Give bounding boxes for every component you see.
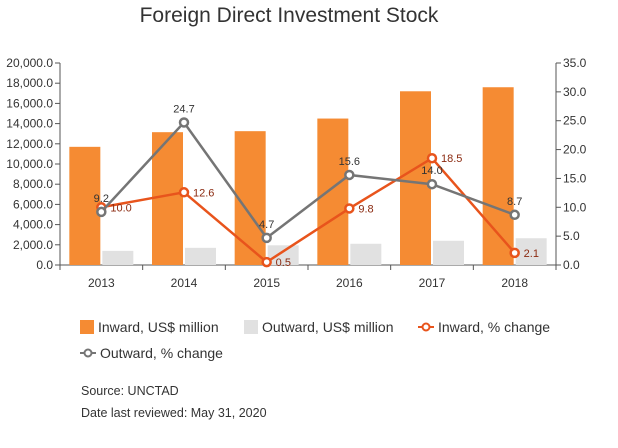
outward-change-data-label: 8.7 [507,196,522,208]
inward-change-data-label: 0.5 [276,257,291,269]
outward-bar [185,247,216,265]
x-tick-label: 2016 [336,276,363,290]
legend-inward-change-label: Inward, % change [438,319,550,335]
right-tick-label: 5.0 [563,229,580,243]
x-tick-label: 2018 [501,276,528,290]
left-tick-label: 18,000.0 [6,76,53,90]
inward-bar [234,131,266,265]
outward-change-line [100,120,516,240]
outward-bar [515,238,547,265]
left-tick-label: 4,000.0 [13,218,53,232]
left-tick-label: 2,000.0 [13,238,53,252]
inward-bar [482,87,514,266]
inward-change-data-label: 9.8 [358,203,373,215]
inward-bar [69,146,101,265]
inward-change-point [509,247,520,259]
inward-bar [317,118,349,265]
outward-change-point [96,206,107,218]
x-tick-label: 2013 [88,276,115,290]
x-tick-label: 2015 [253,276,280,290]
inward-change-data-label: 12.6 [193,187,214,199]
outward-change-data-label: 15.6 [339,156,360,168]
inward-change-point [261,256,272,268]
outward-bar [267,245,299,265]
legend-outward-change-label: Outward, % change [100,345,223,361]
left-tick-label: 0.0 [36,258,53,272]
left-tick-label: 10,000.0 [6,157,53,171]
source-note: Source: UNCTAD [81,384,179,398]
inward-bar [152,132,183,265]
x-tick-label: 2017 [419,276,446,290]
right-tick-label: 20.0 [563,143,587,157]
right-tick-label: 10.0 [563,200,587,214]
inward-change-data-label: 10.0 [110,202,131,214]
right-tick-label: 15.0 [563,171,587,185]
chart-title: Foreign Direct Investment Stock [140,4,439,27]
left-tick-label: 6,000.0 [13,197,53,211]
outward-change-data-label: 4.7 [259,219,274,231]
outward-bar [433,240,464,265]
outward-change-data-label: 9.2 [94,193,109,205]
inward-change-point [178,187,190,198]
inward-change-point [344,203,355,214]
right-tick-label: 30.0 [563,85,587,99]
inward-change-line [101,156,516,264]
legend-outward-change-marker [83,348,93,358]
inward-change-data-label: 18.5 [441,153,462,165]
outward-change-point [261,232,272,244]
outward-bar [350,243,382,265]
inward-bar [400,91,431,265]
outward-change-data-label: 24.7 [173,103,194,115]
outward-change-point [344,169,355,181]
right-tick-label: 0.0 [563,258,580,272]
inward-change-point [426,152,438,164]
legend-outward-label: Outward, US$ million [262,319,394,335]
outward-change-point [426,178,438,190]
legend-inward-label: Inward, US$ million [98,319,219,335]
left-tick-label: 16,000.0 [6,96,53,110]
legend-inward-swatch [80,320,94,334]
x-tick-label: 2014 [171,276,198,290]
left-tick-label: 12,000.0 [6,137,53,151]
right-tick-label: 25.0 [563,114,587,128]
outward-change-point [178,117,190,128]
inward-change-data-label: 2.1 [524,248,539,260]
outward-bar [102,250,134,265]
left-tick-label: 14,000.0 [6,117,53,131]
date-reviewed-note: Date last reviewed: May 31, 2020 [81,406,267,420]
outward-change-data-label: 14.0 [421,165,442,177]
left-tick-label: 20,000.0 [6,56,53,70]
legend-outward-swatch [244,320,258,334]
legend-inward-change-marker [421,322,431,332]
left-tick-label: 8,000.0 [13,177,53,191]
outward-change-point [509,209,520,221]
right-tick-label: 35.0 [563,56,587,70]
